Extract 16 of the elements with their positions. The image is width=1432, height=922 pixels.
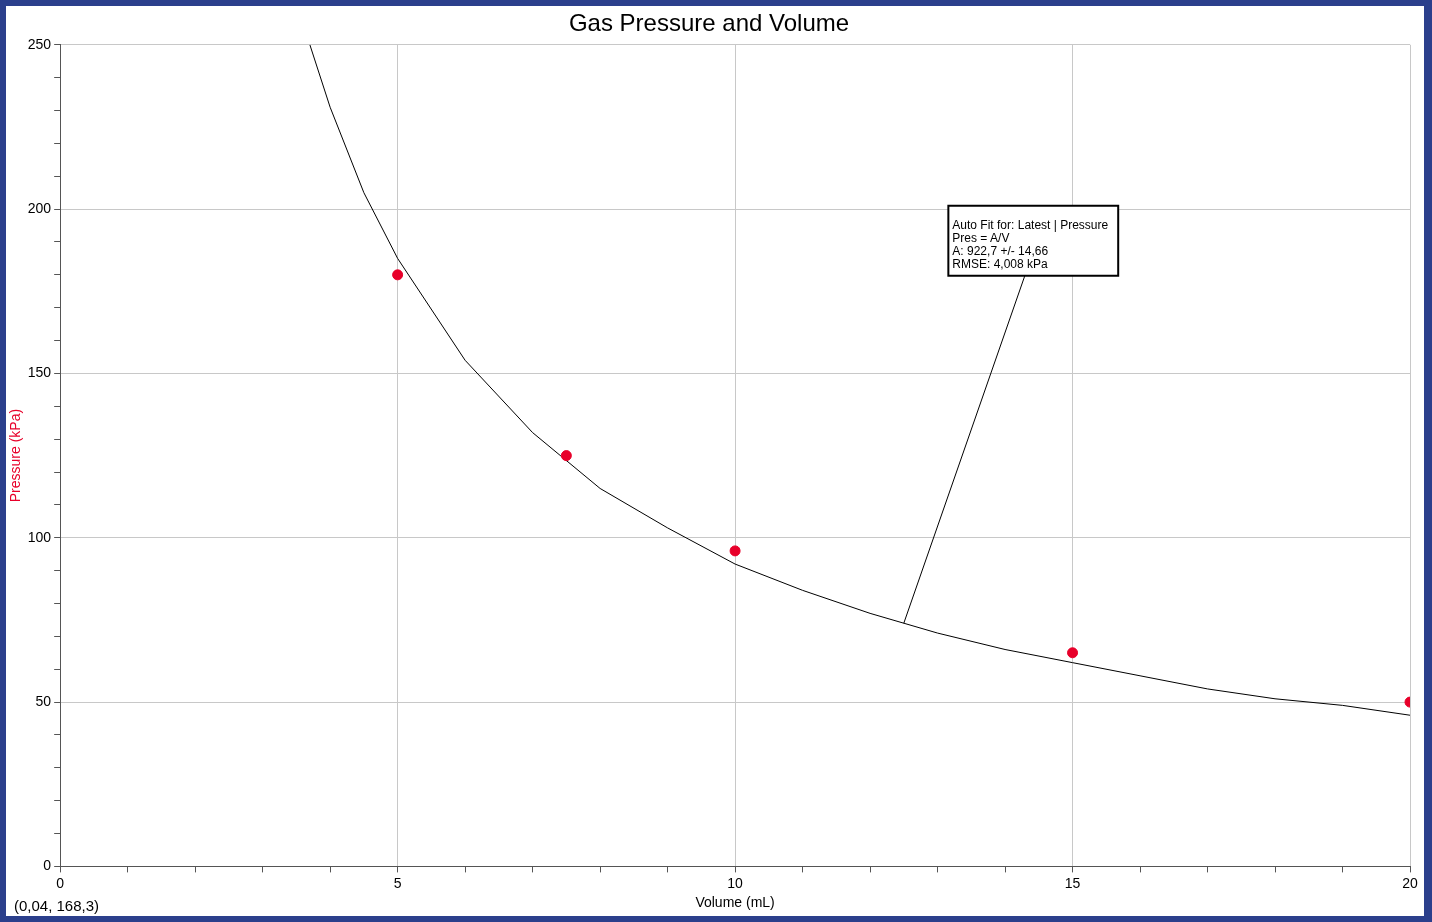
y-tick-label: 50 [35, 692, 52, 709]
x-tick-label: 15 [1064, 874, 1081, 891]
y-tick-label: 0 [43, 857, 52, 874]
x-tick-label: 10 [727, 874, 744, 891]
x-axis-title: Volume (mL) [695, 894, 775, 911]
y-tick-label: 100 [27, 528, 52, 545]
y-tick-label: 150 [27, 364, 52, 381]
chart-title: Gas Pressure and Volume [568, 9, 850, 37]
annotation: Auto Fit for: Latest | Pressure Pres = A/V A: 922,7 +/- 14,66 RMSE: 4,008 kPa [952, 218, 1109, 272]
y-axis-title: Pressure (kPa) [7, 408, 24, 503]
y-tick-label: 250 [27, 35, 52, 52]
text: (0,04, 168,3) [14, 897, 100, 914]
y-tick-label: 200 [27, 199, 52, 216]
x-tick-label: 0 [56, 874, 65, 891]
x-tick-label: 20 [1402, 874, 1418, 891]
x-tick-label: 5 [393, 874, 402, 891]
